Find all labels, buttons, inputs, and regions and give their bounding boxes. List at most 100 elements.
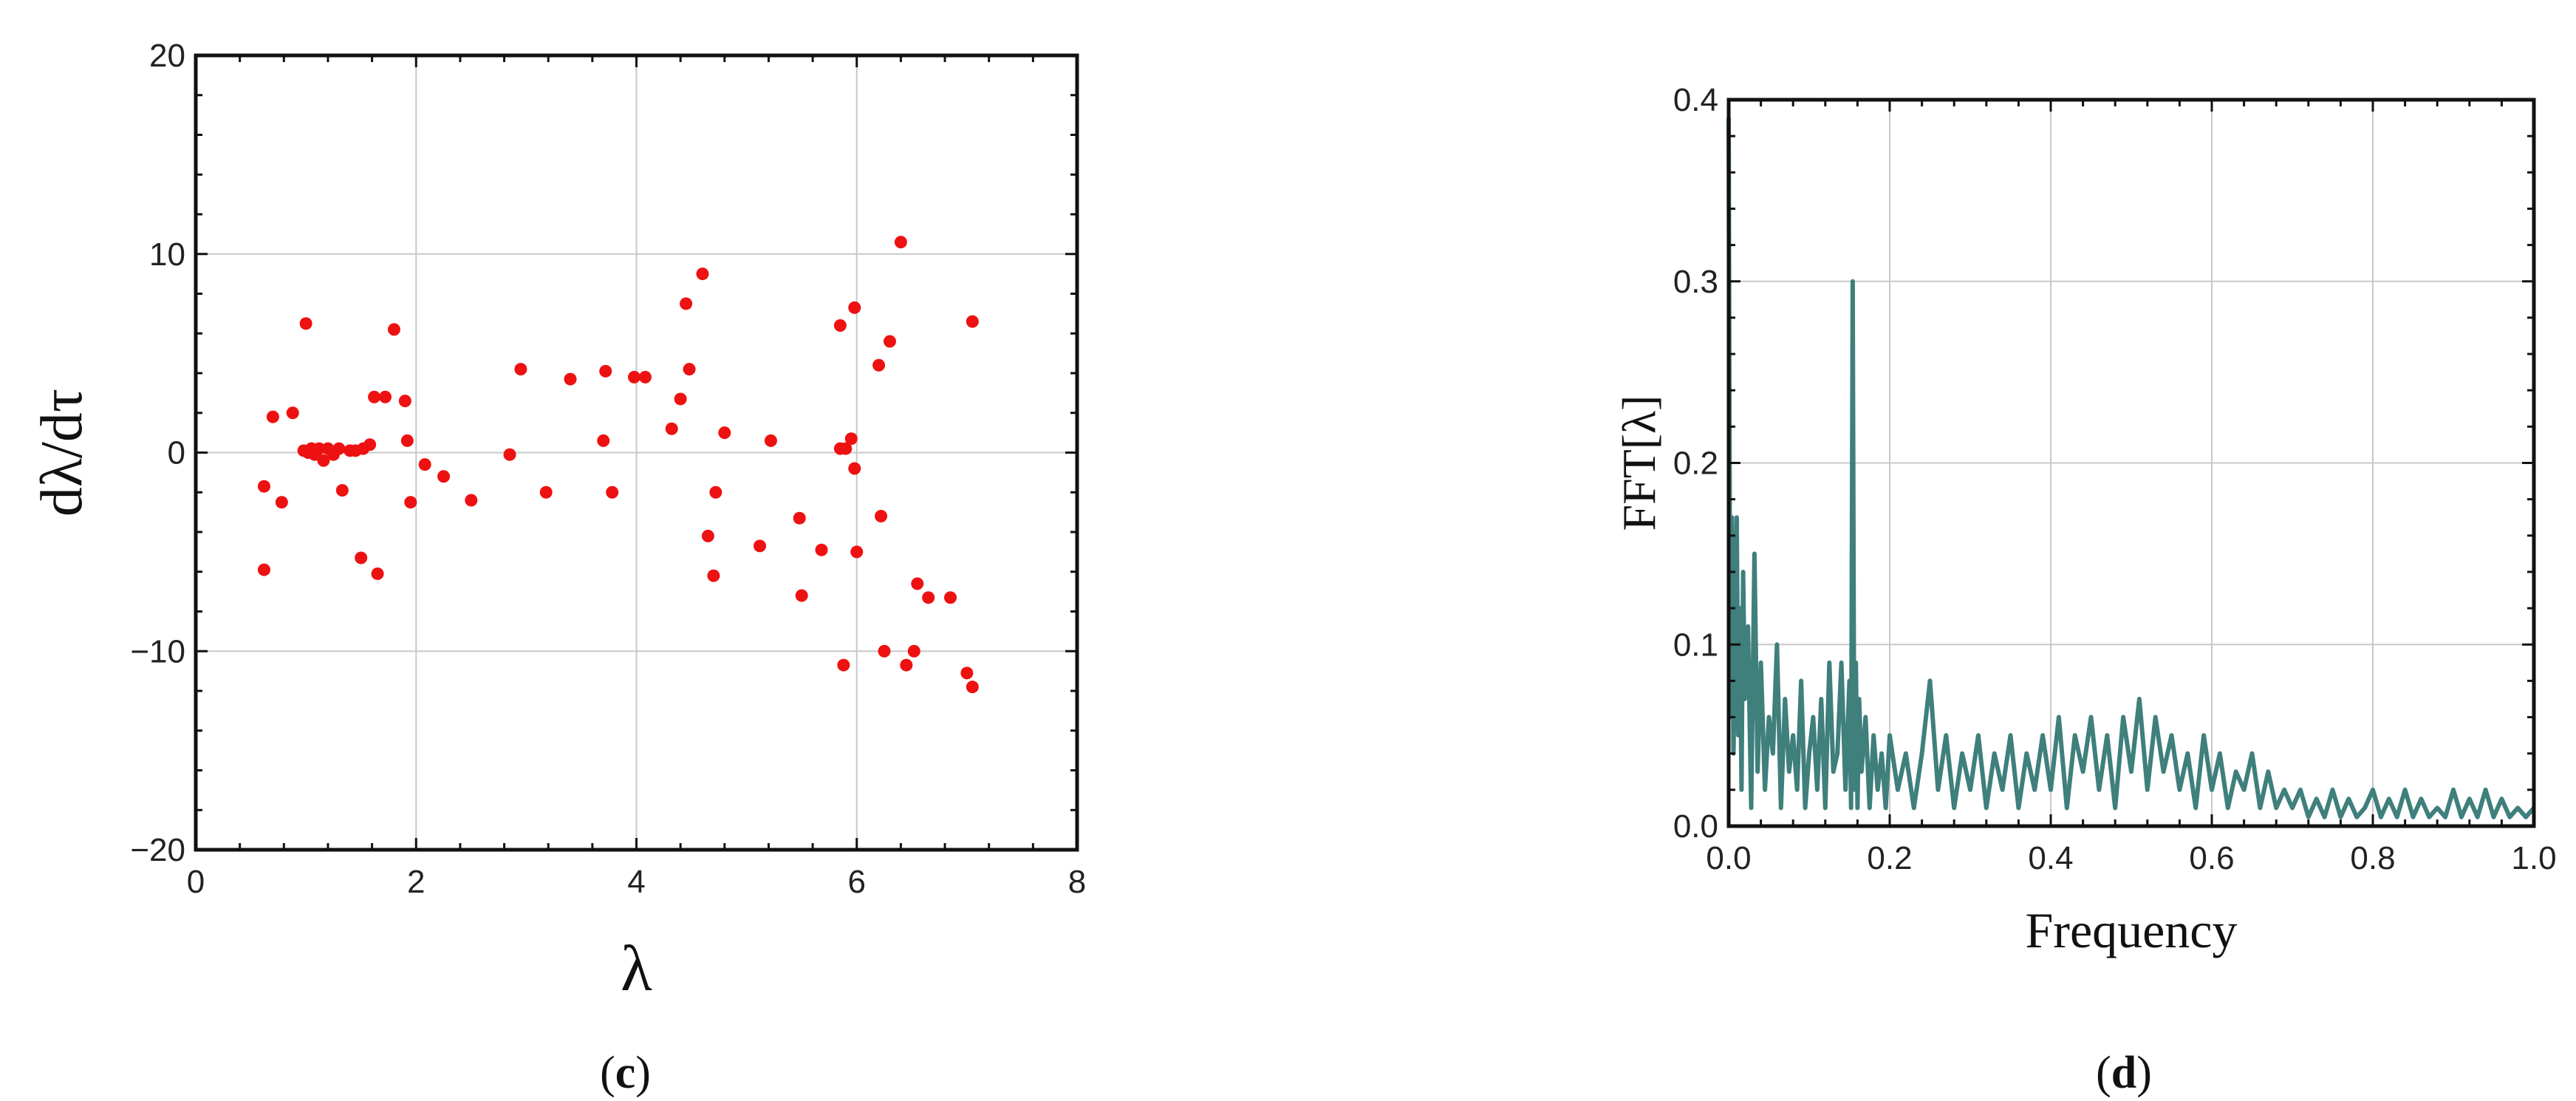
d-x-tick-label: 0.2 <box>1867 840 1912 876</box>
scatter-point <box>368 390 381 403</box>
d-x-tick-label: 1.0 <box>2511 840 2556 876</box>
scatter-point <box>875 510 888 522</box>
scatter-point <box>709 485 722 499</box>
scatter-point <box>539 485 553 499</box>
scatter-point <box>911 577 924 590</box>
panel-c-points <box>257 236 979 694</box>
c-x-tick-label: 4 <box>627 864 645 900</box>
scatter-point <box>665 422 678 435</box>
d-y-tick-label: 0.2 <box>1673 446 1718 482</box>
scatter-point <box>400 434 414 447</box>
d-y-tick-label: 0.3 <box>1673 264 1718 300</box>
panel-d-tick-labels: 0.0 0.2 0.4 0.6 0.8 1.0 0.0 0.1 0.2 0.3 0.4 <box>1673 82 2557 876</box>
panel-d-line-chart: 0.0 0.2 0.4 0.6 0.8 1.0 0.0 0.1 0.2 0.3 0.4 Freque… <box>1613 82 2557 1098</box>
panel-d-y-axis-label: FFT[λ] <box>1613 395 1665 531</box>
panel-d-x-axis-label: Frequency <box>2025 902 2237 958</box>
d-x-tick-label: 0.0 <box>1706 840 1751 876</box>
scatter-point <box>793 511 806 525</box>
c-y-tick-label: −20 <box>130 832 185 868</box>
panel-c-tick-labels: 0 2 4 6 8 −20 −10 0 10 20 <box>130 38 1086 900</box>
scatter-point <box>872 358 886 372</box>
scatter-point <box>514 363 527 376</box>
panel-d-grid <box>1729 100 2534 826</box>
d-x-tick-label: 0.6 <box>2189 840 2234 876</box>
scatter-point <box>404 496 417 509</box>
panel-d-tag: (d) <box>2096 1048 2152 1098</box>
scatter-point <box>850 545 864 559</box>
scatter-point <box>764 434 777 447</box>
c-y-tick-label: 20 <box>149 38 185 74</box>
panel-c-y-axis-label: dλ/dτ <box>30 389 95 517</box>
scatter-point <box>883 335 896 348</box>
scatter-point <box>257 480 270 493</box>
panel-c-tag: (c) <box>600 1048 651 1098</box>
scatter-point <box>371 567 384 580</box>
scatter-point <box>922 591 935 604</box>
d-y-tick-label: 0.1 <box>1673 627 1718 663</box>
c-x-tick-label: 2 <box>407 864 425 900</box>
c-x-tick-label: 0 <box>187 864 205 900</box>
scatter-point <box>332 442 346 455</box>
scatter-point <box>944 591 957 604</box>
scatter-point <box>815 543 828 556</box>
scatter-point <box>707 569 720 582</box>
panel-c-ticks <box>194 54 1079 851</box>
panel-c-scatter-chart: 0 2 4 6 8 −20 −10 0 10 20 λ dλ/dτ (c) <box>30 38 1086 1098</box>
d-x-tick-label: 0.4 <box>2028 840 2073 876</box>
scatter-point <box>674 392 687 406</box>
d-x-tick-label: 0.8 <box>2350 840 2395 876</box>
scatter-point <box>257 563 270 576</box>
scatter-point <box>638 370 652 384</box>
scatter-point <box>503 448 516 461</box>
scatter-point <box>848 462 861 475</box>
scatter-point <box>564 372 577 386</box>
scatter-point <box>437 470 451 483</box>
c-x-tick-label: 8 <box>1068 864 1086 900</box>
scatter-point <box>966 681 979 694</box>
scatter-point <box>317 454 330 467</box>
scatter-point <box>363 438 377 451</box>
scatter-point <box>378 390 392 403</box>
panel-d-fft-series-line <box>1726 117 2536 819</box>
scatter-point <box>839 442 853 455</box>
scatter-point <box>286 406 299 420</box>
panel-d-ticks <box>1727 98 2535 828</box>
scatter-point <box>837 658 850 672</box>
scatter-point <box>312 442 326 455</box>
scatter-point <box>398 395 411 408</box>
scatter-point <box>335 484 349 497</box>
scatter-point <box>387 323 400 336</box>
scatter-point <box>680 297 693 310</box>
scatter-point <box>878 644 891 658</box>
scatter-point <box>299 317 312 330</box>
scatter-point <box>683 363 696 376</box>
scatter-point <box>418 458 431 471</box>
d-y-tick-label: 0.4 <box>1673 82 1718 118</box>
scatter-point <box>844 432 858 446</box>
scatter-point <box>606 485 619 499</box>
scatter-point <box>701 529 714 542</box>
panel-c-x-axis-label: λ <box>621 933 652 1005</box>
scatter-point <box>628 370 641 384</box>
scatter-point <box>696 267 709 281</box>
scatter-point <box>355 551 368 565</box>
scatter-point <box>597 434 610 447</box>
scatter-point <box>795 589 808 602</box>
scatter-point <box>833 319 847 332</box>
scatter-point <box>960 667 974 680</box>
scatter-point <box>266 410 279 423</box>
scatter-point <box>966 315 979 328</box>
scatter-point <box>465 494 478 507</box>
c-y-tick-label: −10 <box>130 633 185 669</box>
scatter-point <box>754 539 767 553</box>
c-y-tick-label: 10 <box>149 236 185 273</box>
c-y-tick-label: 0 <box>168 435 185 471</box>
scatter-point <box>599 364 612 378</box>
scatter-point <box>900 658 913 672</box>
c-x-tick-label: 6 <box>848 864 866 900</box>
scatter-point <box>894 236 907 249</box>
scatter-point <box>718 426 731 440</box>
d-y-tick-label: 0.0 <box>1673 808 1718 845</box>
scatter-point <box>275 496 288 509</box>
